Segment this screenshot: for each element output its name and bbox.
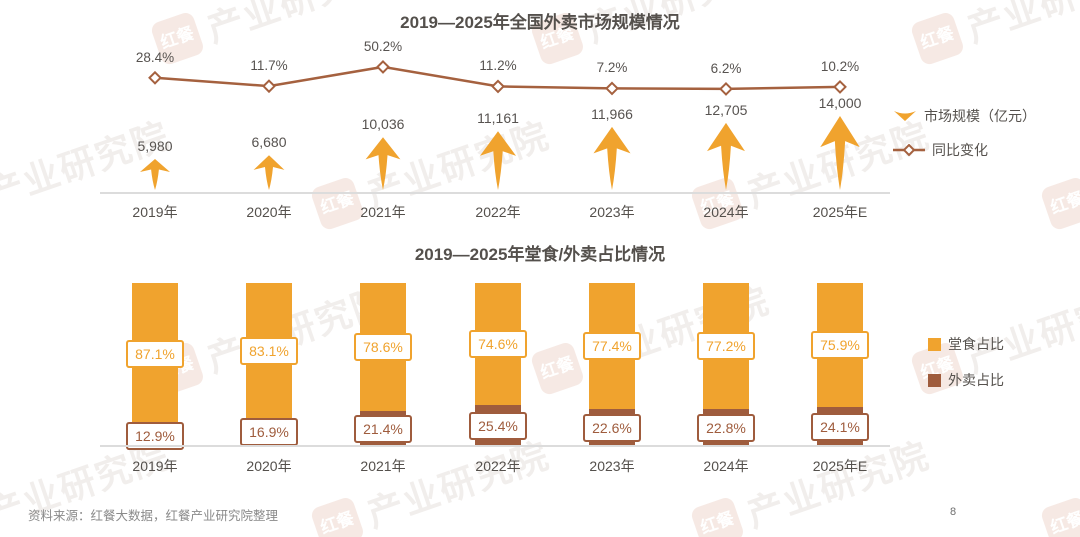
chart1-year-label: 2025年E: [812, 204, 868, 220]
delivery-percent-box: 22.6%: [583, 414, 641, 442]
watermark-logo: 红餐: [309, 495, 366, 537]
yoy-diamond-marker: [833, 79, 847, 94]
legend-label: 堂食占比: [948, 336, 1004, 352]
chart1-year-label: 2022年: [475, 204, 521, 220]
dine-in-swatch: [928, 337, 941, 351]
legend-item-yoy-change: 同比变化: [893, 140, 1036, 160]
chart1-year-label: 2024年: [703, 204, 749, 220]
delivery-percent-box: 21.4%: [354, 415, 412, 443]
legend-item-dine-in: 堂食占比: [928, 334, 1004, 354]
chart1-year-label: 2020年: [246, 204, 292, 220]
yoy-diamond-marker: [262, 79, 276, 94]
market-size-arrow: [365, 137, 401, 190]
dine-in-percent-box: 75.9%: [811, 331, 869, 359]
market-size-value: 10,036: [361, 116, 405, 133]
dine-in-percent-box: 83.1%: [240, 337, 298, 365]
dine-in-percent-box: 77.2%: [697, 332, 755, 360]
legend-label: 同比变化: [932, 142, 988, 158]
yoy-percent-label: 11.7%: [250, 58, 288, 74]
chart2-year-label: 2019年: [132, 458, 178, 474]
chart2-title: 2019—2025年堂食/外卖占比情况: [414, 245, 666, 264]
dine-in-percent-box: 78.6%: [354, 333, 412, 361]
legend-item-market-size: 市场规模（亿元）: [893, 106, 1036, 126]
market-size-value: 11,966: [591, 105, 633, 122]
dine-in-percent-box: 77.4%: [583, 332, 641, 360]
line-diamond-icon: [893, 144, 925, 156]
yoy-percent-label: 7.2%: [596, 60, 628, 76]
chart2-year-label: 2024年: [703, 458, 749, 474]
delivery-swatch: [928, 373, 941, 387]
market-size-arrow: [707, 122, 745, 190]
yoy-percent-label: 50.2%: [363, 38, 403, 54]
watermark: 红餐产业研究院: [1038, 427, 1080, 537]
chart1-legend: 市场规模（亿元） 同比变化: [893, 106, 1036, 160]
market-size-arrow: [253, 155, 285, 190]
market-size-value: 12,705: [704, 101, 748, 118]
legend-label: 外卖占比: [948, 372, 1004, 388]
chart1-year-label: 2023年: [589, 204, 635, 220]
legend-item-delivery: 外卖占比: [928, 370, 1004, 390]
market-size-arrow: [593, 126, 631, 190]
page-number: 8: [950, 506, 957, 518]
market-size-arrow: [820, 115, 860, 190]
yoy-percent-label: 10.2%: [820, 58, 860, 74]
chart1-canvas: [139, 59, 860, 190]
chart1-year-label: 2019年: [132, 204, 178, 220]
chart1-year-label: 2021年: [360, 204, 406, 220]
dine-in-percent-box: 87.1%: [126, 340, 184, 368]
chart2-year-label: 2020年: [246, 458, 292, 474]
legend-label: 市场规模（亿元）: [924, 108, 1036, 124]
watermark-logo: 红餐: [689, 495, 746, 537]
delivery-percent-box: 22.8%: [697, 414, 755, 442]
delivery-percent-box: 25.4%: [469, 412, 527, 440]
chart1-axis-line: [100, 192, 890, 194]
yoy-percent-label: 28.4%: [135, 49, 175, 65]
yoy-diamond-marker: [605, 81, 619, 96]
chart2-year-label: 2022年: [475, 458, 521, 474]
watermark-logo: 红餐: [1039, 495, 1080, 537]
watermark-logo: 红餐: [529, 340, 586, 397]
yoy-diamond-marker: [491, 79, 505, 94]
market-size-value: 6,680: [251, 134, 287, 151]
yoy-diamond-marker: [376, 59, 390, 74]
market-size-value: 5,980: [137, 137, 173, 154]
market-size-arrow: [479, 131, 517, 190]
delivery-percent-box: 24.1%: [811, 413, 869, 441]
market-size-value: 11,161: [477, 110, 519, 127]
yoy-diamond-marker: [719, 81, 733, 96]
chart2-axis-line: [100, 445, 890, 447]
source-note: 资料来源：红餐大数据，红餐产业研究院整理: [28, 509, 279, 523]
delivery-percent-box: 16.9%: [240, 418, 298, 446]
chart1-title: 2019—2025年全国外卖市场规模情况: [400, 13, 680, 32]
market-size-value: 14,000: [818, 94, 862, 111]
market-size-arrow: [139, 158, 171, 190]
yoy-diamond-marker: [148, 70, 162, 85]
chart2-legend: 堂食占比 外卖占比: [928, 334, 1004, 390]
chart2-year-label: 2025年E: [812, 458, 868, 474]
dine-in-percent-box: 74.6%: [469, 330, 527, 358]
chart2-year-label: 2023年: [589, 458, 635, 474]
chart2-year-label: 2021年: [360, 458, 406, 474]
yoy-percent-label: 6.2%: [710, 60, 742, 76]
arrow-marker-icon: [894, 111, 916, 121]
yoy-percent-label: 11.2%: [479, 58, 517, 74]
